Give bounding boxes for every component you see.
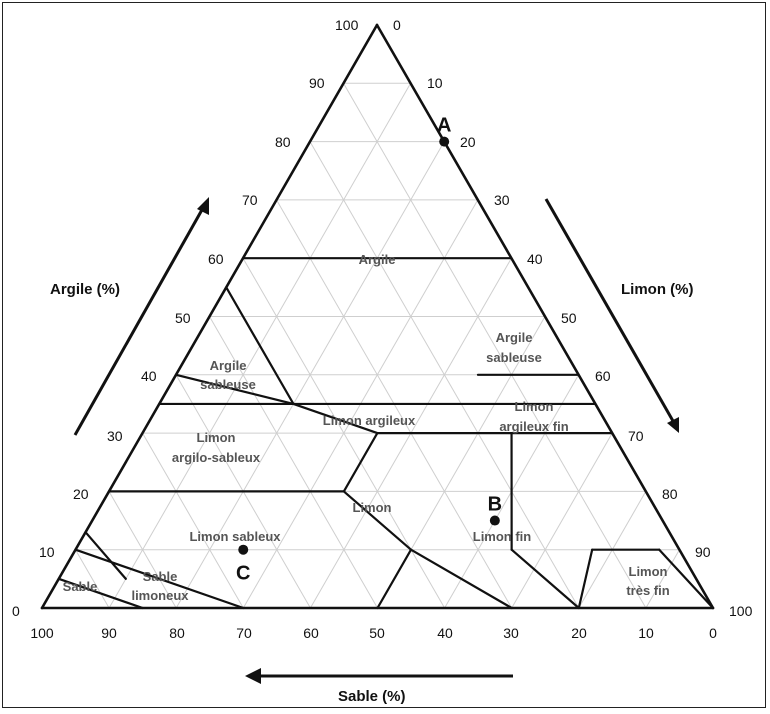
region-sable: Sable [63, 579, 98, 594]
clay-tick: 60 [208, 251, 224, 267]
clay-tick: 30 [107, 428, 123, 444]
clay-tick: 100 [335, 17, 359, 33]
direction-arrows [75, 197, 679, 684]
silt-tick: 0 [393, 17, 401, 33]
silt-tick: 20 [460, 134, 476, 150]
sand-arrow-head [245, 668, 261, 684]
clay-tick: 50 [175, 310, 191, 326]
clay-tick: 80 [275, 134, 291, 150]
region-limon-argileux: Limon argileux [323, 413, 416, 428]
class-boundary [411, 550, 512, 608]
sand-tick: 100 [30, 625, 54, 641]
silt-axis-title: Limon (%) [621, 281, 694, 298]
clay-arrow-head [197, 197, 209, 215]
sand-tick: 10 [638, 625, 654, 641]
sample-point-label: C [236, 563, 250, 585]
silt-tick: 10 [427, 75, 443, 91]
sand-tick: 70 [236, 625, 252, 641]
clay-axis-title: Argile (%) [50, 281, 120, 298]
sand-tick: 20 [571, 625, 587, 641]
silt-tick: 50 [561, 310, 577, 326]
sand-axis-ticks: 100 90 80 70 60 50 40 30 20 10 0 [30, 625, 717, 641]
silt-tick: 60 [595, 368, 611, 384]
clay-tick: 40 [141, 368, 157, 384]
region-argile: Argile [359, 252, 396, 267]
clay-tick: 0 [12, 603, 20, 619]
clay-tick: 70 [242, 192, 258, 208]
sample-point-a [439, 137, 449, 147]
class-boundary [378, 550, 412, 608]
sample-point-b [490, 516, 500, 526]
grid-line [512, 433, 613, 608]
silt-tick: 70 [628, 428, 644, 444]
sand-tick: 80 [169, 625, 185, 641]
soil-texture-triangle: 0 10 20 30 40 50 60 70 80 90 100 0 10 20… [3, 3, 770, 714]
region-limon-sableux: Limon sableux [189, 529, 281, 544]
sand-tick: 0 [709, 625, 717, 641]
region-limon: Limon [353, 500, 392, 515]
silt-tick: 80 [662, 486, 678, 502]
sand-tick: 90 [101, 625, 117, 641]
class-boundary [512, 550, 579, 608]
clay-tick: 10 [39, 544, 55, 560]
class-boundary [579, 550, 592, 608]
grid-lines [76, 83, 680, 608]
silt-axis-ticks: 0 10 20 30 40 50 60 70 80 90 100 [393, 17, 753, 619]
sand-tick: 40 [437, 625, 453, 641]
silt-tick: 30 [494, 192, 510, 208]
silt-tick: 90 [695, 544, 711, 560]
silt-tick: 40 [527, 251, 543, 267]
sample-point-c [238, 545, 248, 555]
region-limon-fin: Limon fin [473, 529, 532, 544]
sample-point-label: B [488, 494, 502, 516]
clay-tick: 20 [73, 486, 89, 502]
silt-tick: 100 [729, 603, 753, 619]
clay-axis-ticks: 0 10 20 30 40 50 60 70 80 90 100 [12, 17, 359, 619]
sand-tick: 30 [503, 625, 519, 641]
sample-point-label: A [437, 115, 451, 137]
sand-tick: 60 [303, 625, 319, 641]
clay-tick: 90 [309, 75, 325, 91]
sand-tick: 50 [369, 625, 385, 641]
sand-axis-title: Sable (%) [338, 688, 406, 705]
